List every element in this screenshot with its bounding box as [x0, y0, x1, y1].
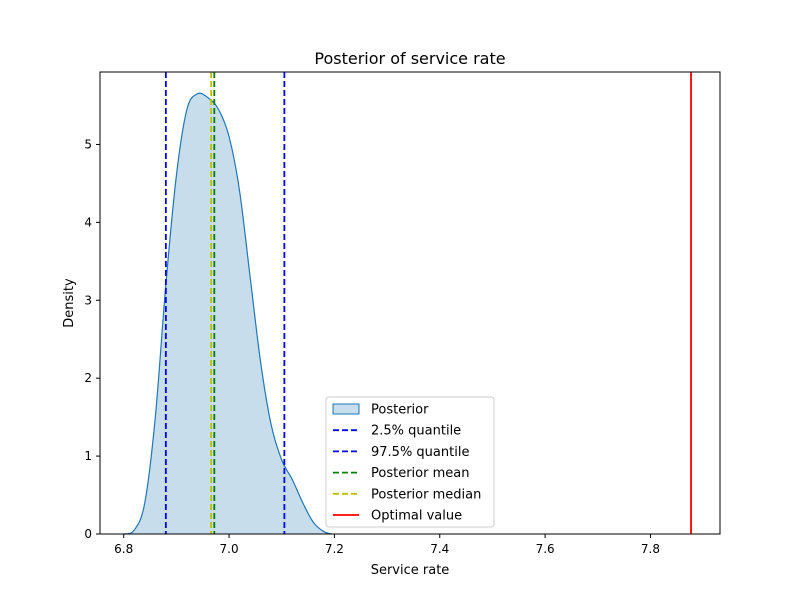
legend-optimal-value-label: Optimal value: [371, 509, 462, 524]
legend: Posterior 2.5% quantile 97.5% quantile Post…: [325, 396, 495, 528]
posterior-density-fill: [123, 93, 332, 535]
x-tick-label: 6.8: [114, 542, 133, 556]
x-tick-label: 7.0: [220, 542, 239, 556]
x-axis: 6.8 7.0 7.2 7.4 7.6 7.8: [114, 534, 660, 556]
legend-box: [325, 396, 495, 528]
y-axis: 0 1 2 3 4 5: [84, 137, 100, 541]
posterior-density-line: [123, 92, 332, 535]
x-axis-label: Service rate: [371, 563, 450, 578]
y-axis-label: Density: [62, 278, 77, 328]
x-tick-label: 7.4: [430, 542, 449, 556]
y-tick-label: 0: [84, 527, 92, 541]
legend-quantile-97-5-label: 97.5% quantile: [371, 445, 469, 460]
x-tick-label: 7.6: [536, 542, 555, 556]
y-tick-label: 2: [84, 371, 92, 385]
plot-area: [123, 72, 692, 535]
x-tick-label: 7.8: [641, 542, 660, 556]
axes-frame: [99, 71, 721, 535]
y-tick-label: 5: [84, 137, 92, 151]
legend-posterior-label: Posterior: [371, 403, 429, 418]
legend-posterior-swatch: [332, 403, 360, 415]
legend-posterior-mean-label: Posterior mean: [371, 466, 469, 481]
x-tick-label: 7.2: [325, 542, 344, 556]
y-tick-label: 1: [84, 449, 92, 463]
chart-title: Posterior of service rate: [314, 49, 505, 68]
y-tick-label: 4: [84, 215, 92, 229]
legend-quantile-2-5-label: 2.5% quantile: [371, 424, 461, 439]
legend-posterior-median-label: Posterior median: [371, 487, 481, 502]
y-tick-label: 3: [84, 293, 92, 307]
